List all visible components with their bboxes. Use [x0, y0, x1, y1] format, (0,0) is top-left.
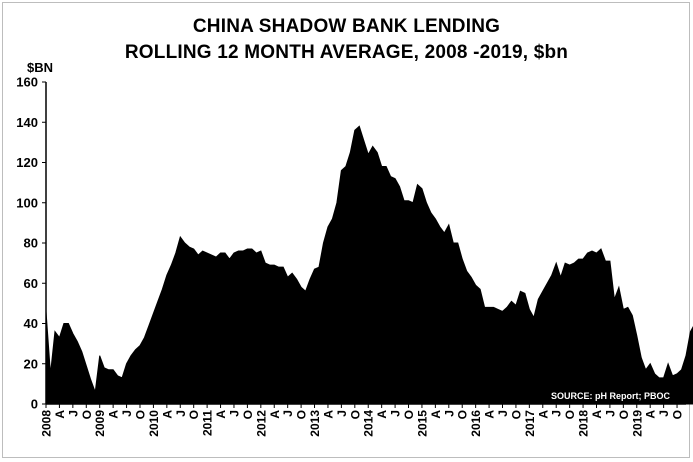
x-tick-label: J [550, 410, 564, 417]
x-tick-label: A [590, 410, 604, 419]
x-tick-label: J [227, 410, 241, 417]
x-tick-label: J [442, 410, 456, 417]
x-tick-label: J [496, 410, 510, 417]
y-tick-label: 60 [24, 276, 38, 291]
x-tick-label: J [657, 410, 671, 417]
chart-title: CHINA SHADOW BANK LENDING [192, 16, 501, 37]
x-tick-label: A [53, 410, 67, 419]
x-tick-label: A [375, 410, 389, 419]
x-tick-label: J [174, 410, 188, 417]
x-tick-label: O [617, 410, 631, 419]
x-tick-label: O [187, 410, 201, 419]
x-tick-label: J [389, 410, 403, 417]
x-tick-label: 2015 [415, 410, 429, 437]
x-tick-label: A [107, 410, 121, 419]
x-tick-label: 2014 [362, 410, 376, 437]
x-tick-label: O [295, 410, 309, 419]
y-tick-label: 20 [24, 356, 38, 371]
x-tick-label: A [160, 410, 174, 419]
x-tick-label: A [214, 410, 228, 419]
x-tick-label: J [335, 410, 349, 417]
x-tick-label: A [536, 410, 550, 419]
y-tick-label: 0 [31, 397, 38, 412]
x-tick-label: 2016 [469, 410, 483, 437]
x-tick-label: O [80, 410, 94, 419]
x-tick-label: 2013 [308, 410, 322, 437]
x-tick-label: O [456, 410, 470, 419]
y-tick-label: 40 [24, 316, 38, 331]
x-tick-label: 2008 [40, 410, 54, 437]
y-axis-label: $BN [27, 60, 54, 75]
chart-frame [2, 2, 690, 458]
x-tick-label: J [281, 410, 295, 417]
x-tick-label: J [120, 410, 134, 417]
x-tick-label: A [644, 410, 658, 419]
y-tick-label: 120 [16, 155, 38, 170]
x-tick-label: J [66, 410, 80, 417]
y-tick-label: 160 [16, 75, 38, 90]
x-tick-label: O [402, 410, 416, 419]
chart-subtitle: ROLLING 12 MONTH AVERAGE, 2008 -2019, $b… [124, 42, 569, 63]
source-note: SOURCE: pH Report; PBOC [551, 391, 670, 401]
x-tick-label: 2018 [577, 410, 591, 437]
y-tick-label: 100 [16, 195, 38, 210]
x-tick-label: 2017 [523, 410, 537, 437]
x-tick-label: O [133, 410, 147, 419]
y-tick-label: 80 [24, 236, 38, 251]
x-tick-label: O [671, 410, 685, 419]
x-tick-label: A [268, 410, 282, 419]
x-tick-label: A [483, 410, 497, 419]
x-tick-label: 2009 [93, 410, 107, 437]
x-tick-label: 2019 [630, 410, 644, 437]
x-tick-label: 2010 [147, 410, 161, 437]
x-tick-label: 2012 [254, 410, 268, 437]
x-tick-label: O [563, 410, 577, 419]
x-tick-label: O [241, 410, 255, 419]
y-tick-label: 140 [16, 115, 38, 130]
x-tick-label: J [603, 410, 617, 417]
x-tick-label: 2011 [201, 410, 215, 436]
x-tick-label: A [321, 410, 335, 419]
x-tick-label: O [348, 410, 362, 419]
x-tick-label: O [509, 410, 523, 419]
x-tick-label: A [429, 410, 443, 419]
series-area [45, 125, 693, 405]
